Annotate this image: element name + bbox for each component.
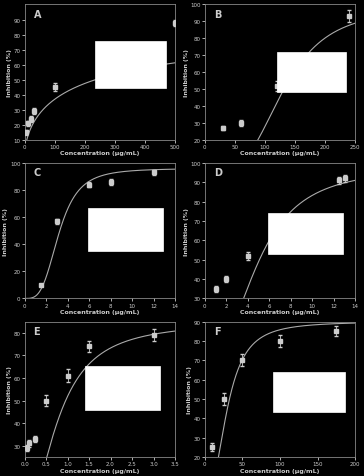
- Y-axis label: Inhibition (%): Inhibition (%): [184, 208, 189, 255]
- FancyBboxPatch shape: [268, 214, 343, 254]
- Text: C: C: [33, 168, 41, 178]
- Text: A: A: [33, 10, 41, 20]
- X-axis label: Concentration (μg/mL): Concentration (μg/mL): [240, 309, 320, 314]
- FancyBboxPatch shape: [277, 53, 346, 93]
- X-axis label: Concentration (μg/mL): Concentration (μg/mL): [60, 151, 139, 156]
- Y-axis label: Inhibition (%): Inhibition (%): [184, 49, 189, 97]
- X-axis label: Concentration (μg/mL): Concentration (μg/mL): [60, 467, 139, 473]
- X-axis label: Concentration (μg/mL): Concentration (μg/mL): [240, 467, 320, 473]
- Text: B: B: [214, 10, 221, 20]
- Y-axis label: Inhibition (%): Inhibition (%): [7, 49, 12, 97]
- Text: F: F: [214, 326, 221, 336]
- Y-axis label: Inhibition (%): Inhibition (%): [7, 366, 12, 413]
- Y-axis label: Inhibition (%): Inhibition (%): [187, 366, 192, 413]
- FancyBboxPatch shape: [273, 372, 345, 412]
- FancyBboxPatch shape: [88, 208, 163, 251]
- FancyBboxPatch shape: [95, 42, 166, 89]
- Text: D: D: [214, 168, 222, 178]
- Text: E: E: [33, 326, 40, 336]
- X-axis label: Concentration (μg/mL): Concentration (μg/mL): [60, 309, 139, 314]
- FancyBboxPatch shape: [85, 367, 160, 410]
- X-axis label: Concentration (μg/mL): Concentration (μg/mL): [240, 151, 320, 156]
- Y-axis label: Inhibition (%): Inhibition (%): [4, 208, 8, 255]
